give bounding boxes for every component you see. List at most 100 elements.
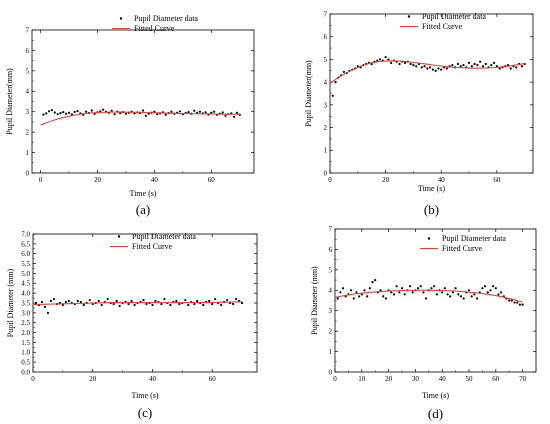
data-point bbox=[459, 295, 463, 298]
plot-frame bbox=[334, 228, 537, 373]
y-tick-label: 2.0 bbox=[21, 329, 30, 337]
data-point bbox=[124, 112, 128, 115]
data-point bbox=[408, 285, 412, 288]
data-point bbox=[434, 69, 437, 72]
data-point bbox=[339, 291, 342, 294]
x-tick-label: 60 bbox=[492, 375, 500, 383]
data-point bbox=[456, 62, 460, 66]
data-point bbox=[395, 285, 398, 288]
data-point bbox=[521, 303, 524, 306]
data-point bbox=[145, 302, 148, 306]
data-point bbox=[62, 111, 65, 114]
legend-label: Pupil Diameter data bbox=[132, 232, 196, 241]
y-tick-label: 7 bbox=[324, 10, 328, 18]
y-axis-label: Pupil Diameter (mm) bbox=[6, 268, 15, 337]
data-point bbox=[232, 115, 236, 118]
data-point bbox=[50, 108, 54, 112]
data-point bbox=[443, 287, 446, 290]
data-point bbox=[115, 299, 118, 303]
data-point bbox=[141, 109, 145, 112]
data-point bbox=[42, 113, 45, 116]
chart-panel-2: 0 1 2 3 4 5 6 7 0 20 40 60 Pupil Diameter dataFitted… bbox=[304, 10, 534, 217]
data-point bbox=[411, 291, 414, 294]
y-tick-label: 1 bbox=[324, 147, 328, 155]
data-point bbox=[425, 297, 428, 300]
data-point bbox=[65, 112, 68, 115]
data-point bbox=[470, 295, 473, 298]
data-point bbox=[34, 301, 38, 305]
data-point bbox=[437, 67, 440, 70]
legend-label: Pupil Diameter data bbox=[442, 234, 506, 243]
data-point bbox=[415, 65, 418, 68]
data-point bbox=[398, 291, 401, 294]
data-point bbox=[334, 81, 337, 84]
y-tick-label: 1 bbox=[329, 348, 333, 356]
x-tick-label: 60 bbox=[493, 176, 501, 184]
data-point bbox=[390, 61, 393, 64]
data-point bbox=[106, 297, 109, 301]
y-tick-label: 6.0 bbox=[21, 250, 30, 258]
data-point bbox=[113, 113, 116, 116]
data-point bbox=[175, 299, 178, 303]
data-point bbox=[490, 64, 493, 67]
x-tick-label: 20 bbox=[382, 176, 390, 184]
chart-panel-1: 0 1 2 3 4 5 6 7 0 20 40 60 Pupil Diameter dataFitted… bbox=[5, 14, 255, 217]
data-point bbox=[510, 299, 513, 302]
fitted-curve-line bbox=[32, 301, 243, 306]
data-point bbox=[366, 295, 369, 298]
data-point bbox=[384, 297, 388, 300]
data-point bbox=[416, 287, 420, 290]
data-point bbox=[446, 293, 449, 296]
data-point bbox=[467, 61, 471, 64]
data-point bbox=[133, 303, 136, 307]
data-point bbox=[516, 301, 519, 304]
data-point bbox=[398, 62, 401, 66]
fitted-curve-line bbox=[329, 60, 525, 84]
y-tick-label: 4 bbox=[324, 79, 328, 87]
data-point bbox=[331, 94, 334, 97]
data-point bbox=[204, 111, 207, 114]
data-point bbox=[358, 295, 361, 298]
y-axis-label: Pupil Diameter (mm) bbox=[310, 266, 319, 335]
x-tick-label: 20 bbox=[385, 375, 393, 383]
x-tick-label: 40 bbox=[439, 375, 447, 383]
y-tick-label: 2 bbox=[329, 328, 333, 336]
data-point bbox=[481, 287, 484, 290]
y-tick-label: 0 bbox=[26, 169, 30, 177]
x-tick-label: 0 bbox=[31, 375, 35, 383]
fitted-curve-line bbox=[40, 111, 240, 126]
data-point bbox=[178, 110, 182, 113]
y-tick-label: 7 bbox=[329, 225, 333, 233]
data-point bbox=[486, 291, 489, 294]
x-tick-label: 40 bbox=[151, 176, 159, 184]
data-point bbox=[97, 299, 100, 303]
data-point bbox=[198, 110, 202, 113]
data-point bbox=[382, 295, 385, 298]
data-point bbox=[88, 298, 91, 302]
data-point bbox=[226, 298, 229, 302]
data-point bbox=[232, 302, 235, 306]
data-point bbox=[154, 299, 157, 303]
y-tick-label: 4.0 bbox=[21, 290, 30, 298]
data-point bbox=[47, 110, 51, 113]
data-point bbox=[403, 293, 406, 296]
data-point bbox=[440, 68, 443, 71]
data-point bbox=[163, 297, 166, 301]
x-tick-label: 70 bbox=[519, 375, 527, 383]
data-point bbox=[509, 67, 512, 70]
x-tick-label: 20 bbox=[94, 176, 102, 184]
data-point bbox=[151, 303, 154, 307]
data-point bbox=[420, 66, 423, 69]
data-point bbox=[376, 59, 379, 62]
panel-label: (d) bbox=[428, 406, 443, 421]
y-tick-label: 1.0 bbox=[21, 349, 30, 357]
data-point bbox=[355, 291, 358, 294]
data-point bbox=[412, 64, 415, 67]
data-point bbox=[392, 293, 396, 296]
data-point bbox=[40, 300, 44, 304]
data-point bbox=[462, 64, 465, 67]
data-point bbox=[240, 301, 244, 305]
data-point bbox=[130, 299, 133, 303]
data-point bbox=[422, 291, 425, 294]
data-point bbox=[336, 297, 339, 300]
